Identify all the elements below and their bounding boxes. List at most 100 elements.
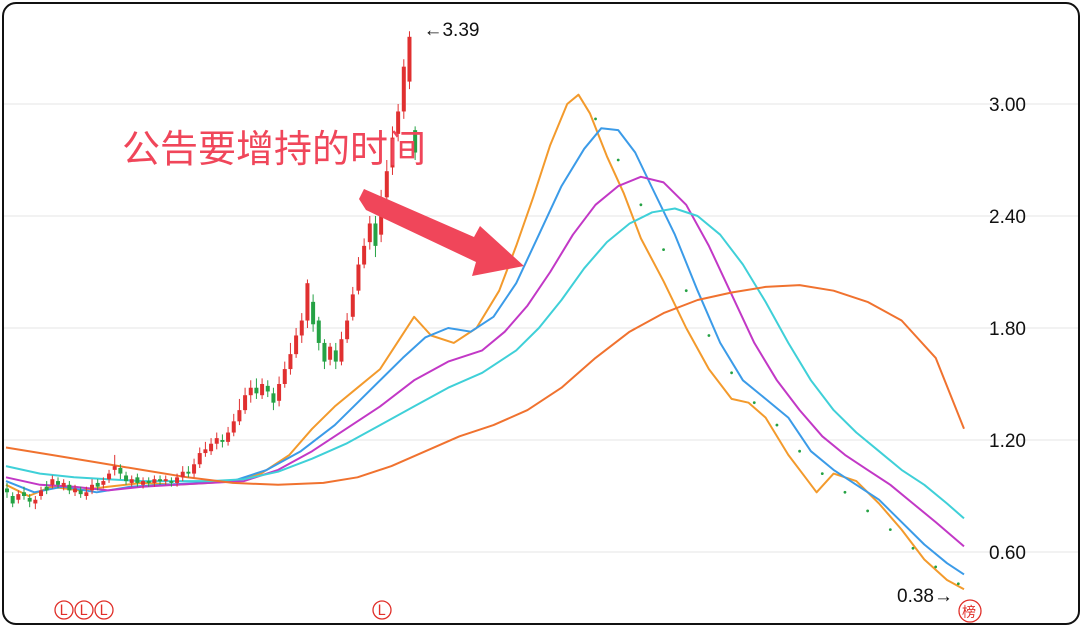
candle-body <box>67 484 72 491</box>
l-marker-text: L <box>100 603 108 619</box>
candle-body <box>152 479 157 483</box>
candle-body <box>390 137 395 168</box>
candle-body <box>384 171 389 198</box>
l-marker-circle <box>54 600 74 620</box>
candle-body <box>356 264 361 291</box>
candle-body <box>141 481 146 485</box>
candle-body <box>95 482 100 487</box>
candle-body <box>282 369 287 384</box>
candle-body <box>56 481 61 485</box>
candle-body <box>231 421 236 433</box>
l-marker-circle <box>74 600 94 620</box>
ma-dot-point <box>956 582 960 586</box>
l-marker: L <box>74 600 94 620</box>
candle-body <box>22 492 27 496</box>
ma-dot-point <box>684 289 688 293</box>
candle-body <box>299 320 304 336</box>
candle-body <box>84 492 89 496</box>
candle-body <box>345 320 350 340</box>
ma-dot-point <box>843 490 847 494</box>
candle-body <box>61 482 66 487</box>
bang-marker: 榜 <box>958 599 982 623</box>
candle-body <box>203 449 208 454</box>
ma_mid2-line <box>5 175 965 548</box>
l-marker: L <box>372 600 392 620</box>
ma-dot-point <box>866 509 870 513</box>
candle-body <box>180 471 185 478</box>
high-label: ←3.39 <box>423 20 479 41</box>
candle-body <box>169 481 174 483</box>
candle-body <box>333 350 338 362</box>
candle-body <box>33 499 38 504</box>
candle-body <box>305 283 310 321</box>
candle-body <box>260 384 265 396</box>
candle-body <box>328 346 333 360</box>
l-marker: L <box>54 600 74 620</box>
ma-dot-point <box>888 528 892 531</box>
candle-body <box>209 443 214 452</box>
ma-dot-point <box>752 401 756 405</box>
candle-body <box>407 36 412 82</box>
candle-body <box>214 438 219 444</box>
y-tick-label: 3.00 <box>989 95 1026 116</box>
candle-body <box>226 432 231 442</box>
candle-body <box>277 384 282 401</box>
candle-body <box>294 335 299 355</box>
candle-body <box>237 410 242 422</box>
candle-body <box>5 488 9 493</box>
candle-body <box>192 464 197 474</box>
candle-body <box>373 223 378 246</box>
ma_mid1-line <box>5 127 965 576</box>
candle-body <box>175 477 180 483</box>
y-tick-label: 0.60 <box>989 543 1026 564</box>
candle-body <box>16 494 21 500</box>
candle-body <box>107 473 112 480</box>
candle-body <box>44 486 49 491</box>
ma-dot-point <box>639 203 643 207</box>
candle-body <box>311 301 316 325</box>
candle-body <box>124 475 129 482</box>
ma-dot-point <box>616 158 620 162</box>
y-axis: 3.00 2.40 1.80 1.20 0.60 <box>989 95 1026 564</box>
candle-body <box>197 453 202 465</box>
ma-dot-point <box>775 423 779 427</box>
candles <box>5 31 418 510</box>
candle-body <box>396 111 401 134</box>
candle-body <box>129 479 134 483</box>
candle-body <box>73 488 78 493</box>
ma-dot-point <box>730 371 733 375</box>
candle-body <box>50 479 55 485</box>
ma-dot-point <box>798 449 802 453</box>
candle-body <box>39 490 44 496</box>
candle-body <box>271 393 276 403</box>
candle-body <box>367 223 372 243</box>
l-marker-circle <box>372 600 392 620</box>
y-tick-label: 1.80 <box>989 319 1026 340</box>
callout-text: 公告要增持的时间 <box>122 127 426 171</box>
bang-marker-circle <box>958 599 982 623</box>
ma-dot-point <box>662 248 665 252</box>
l-marker-text: L <box>80 603 88 619</box>
l-marker-text: L <box>60 603 68 619</box>
candle-body <box>350 294 355 317</box>
ma-dot-point <box>820 472 824 475</box>
moving-averages <box>5 93 965 591</box>
candle-body <box>146 481 151 483</box>
candle-body <box>339 339 344 362</box>
candle-body <box>254 387 259 394</box>
candle-body <box>288 354 293 370</box>
l-marker: L <box>94 600 114 620</box>
y-tick-label: 1.20 <box>989 431 1026 452</box>
candle-body <box>90 484 95 491</box>
grid-lines <box>4 103 1078 553</box>
candle-body <box>78 490 83 495</box>
callout-arrow-icon <box>359 189 524 276</box>
bang-marker-text: 榜 <box>962 604 976 621</box>
candlestick-chart: 3.00 2.40 1.80 1.20 0.60 ←3.39 0.38→ 公告要增持的时间 L… <box>4 20 1078 623</box>
ma_mid3-line <box>5 207 965 520</box>
ma-dot-point <box>934 565 938 569</box>
y-tick-label: 2.40 <box>989 207 1026 228</box>
candle-body <box>118 468 123 474</box>
